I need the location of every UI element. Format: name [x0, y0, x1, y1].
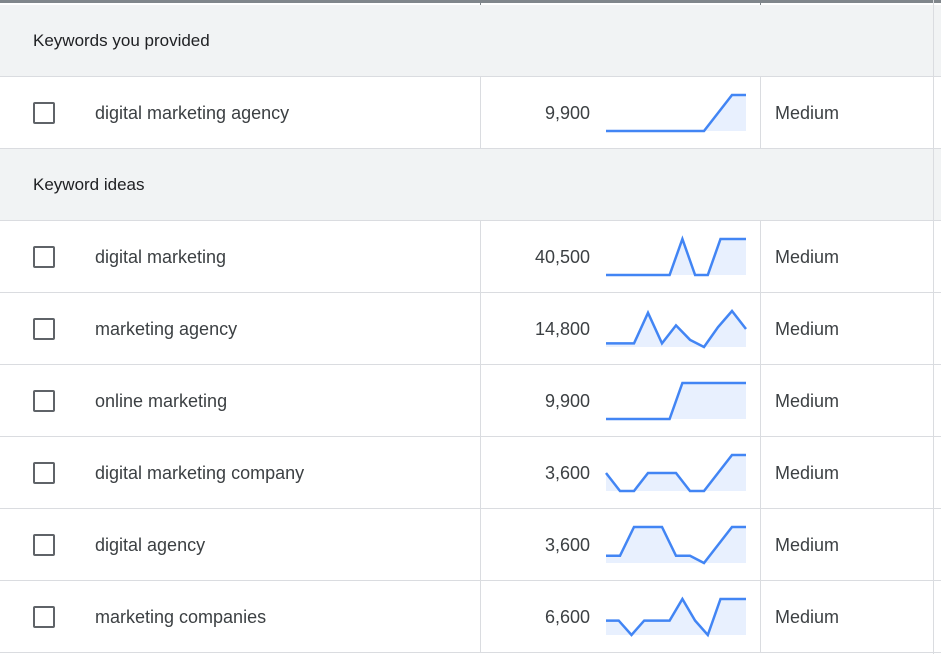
trend-line: [606, 525, 746, 565]
group-header-label: Keywords you provided: [33, 31, 210, 50]
table-row: digital marketing company 3,600 Medium: [0, 437, 941, 509]
column-divider: [760, 581, 761, 653]
keyword-text: online marketing: [95, 391, 228, 411]
trend-sparkline: [606, 525, 746, 565]
table-row: digital marketing agency 9,900 Medium: [0, 77, 941, 149]
checkbox-icon[interactable]: [33, 318, 55, 340]
search-volume: 14,800: [534, 319, 590, 339]
table-row: marketing agency 14,800 Medium: [0, 293, 941, 365]
table-row: marketing companies 6,600 Medium: [0, 581, 941, 653]
trend-line: [605, 453, 746, 493]
checkbox-icon[interactable]: [33, 246, 55, 268]
trend-line: [606, 235, 746, 277]
trend-sparkline: [606, 235, 746, 277]
keyword-text: digital marketing company: [95, 463, 305, 483]
column-separator-tick: [760, 0, 761, 5]
search-volume: 6,600: [544, 607, 590, 627]
column-divider: [760, 293, 761, 365]
trend-sparkline: [606, 381, 746, 421]
competition-level: Medium: [775, 607, 840, 627]
search-volume: 3,600: [544, 463, 590, 483]
column-divider: [480, 365, 481, 437]
trend-sparkline: [606, 309, 747, 349]
keyword-text: digital agency: [95, 535, 206, 555]
trend-sparkline: [605, 453, 746, 493]
search-volume: 40,500: [534, 247, 590, 267]
group-header-row: Keywords you provided: [0, 5, 941, 77]
checkbox-icon[interactable]: [33, 606, 55, 628]
trend-sparkline: [606, 596, 746, 638]
column-separator-tick: [480, 0, 481, 5]
keyword-text: digital marketing agency: [95, 103, 290, 123]
trend-line: [606, 309, 747, 349]
competition-level: Medium: [775, 247, 840, 267]
trend-line: [606, 596, 746, 638]
competition-level: Medium: [775, 535, 840, 555]
competition-level: Medium: [775, 319, 840, 339]
trend-area: [606, 95, 746, 131]
column-divider: [480, 221, 481, 293]
column-divider: [480, 509, 481, 581]
trend-sparkline: [606, 93, 746, 133]
search-volume: 9,900: [544, 103, 590, 123]
table-top-border: [0, 0, 941, 3]
checkbox-icon[interactable]: [33, 390, 55, 412]
column-divider: [480, 437, 481, 509]
trend-area: [606, 311, 746, 347]
competition-level: Medium: [775, 103, 840, 123]
column-divider: [760, 437, 761, 509]
column-divider: [760, 221, 761, 293]
column-divider: [480, 581, 481, 653]
trend-area: [606, 527, 746, 563]
competition-level: Medium: [775, 463, 840, 483]
checkbox-icon[interactable]: [33, 462, 55, 484]
keyword-text: marketing companies: [95, 607, 267, 627]
competition-level: Medium: [775, 391, 840, 411]
column-divider: [760, 77, 761, 149]
table-row: online marketing 9,900 Medium: [0, 365, 941, 437]
table-row: digital marketing 40,500 Medium: [0, 221, 941, 293]
column-divider: [760, 509, 761, 581]
trend-line: [606, 93, 746, 133]
right-column-divider: [933, 0, 934, 654]
group-header-label: Keyword ideas: [33, 175, 145, 194]
search-volume: 3,600: [544, 535, 590, 555]
column-divider: [760, 365, 761, 437]
column-divider: [480, 77, 481, 149]
checkbox-icon[interactable]: [33, 534, 55, 556]
search-volume: 9,900: [544, 391, 590, 411]
trend-line: [606, 381, 746, 421]
table-row: digital agency 3,600 Medium: [0, 509, 941, 581]
checkbox-icon[interactable]: [33, 102, 55, 124]
column-divider: [480, 293, 481, 365]
keyword-text: digital marketing: [95, 247, 227, 267]
keyword-text: marketing agency: [95, 319, 238, 339]
group-header-row: Keyword ideas: [0, 149, 941, 221]
